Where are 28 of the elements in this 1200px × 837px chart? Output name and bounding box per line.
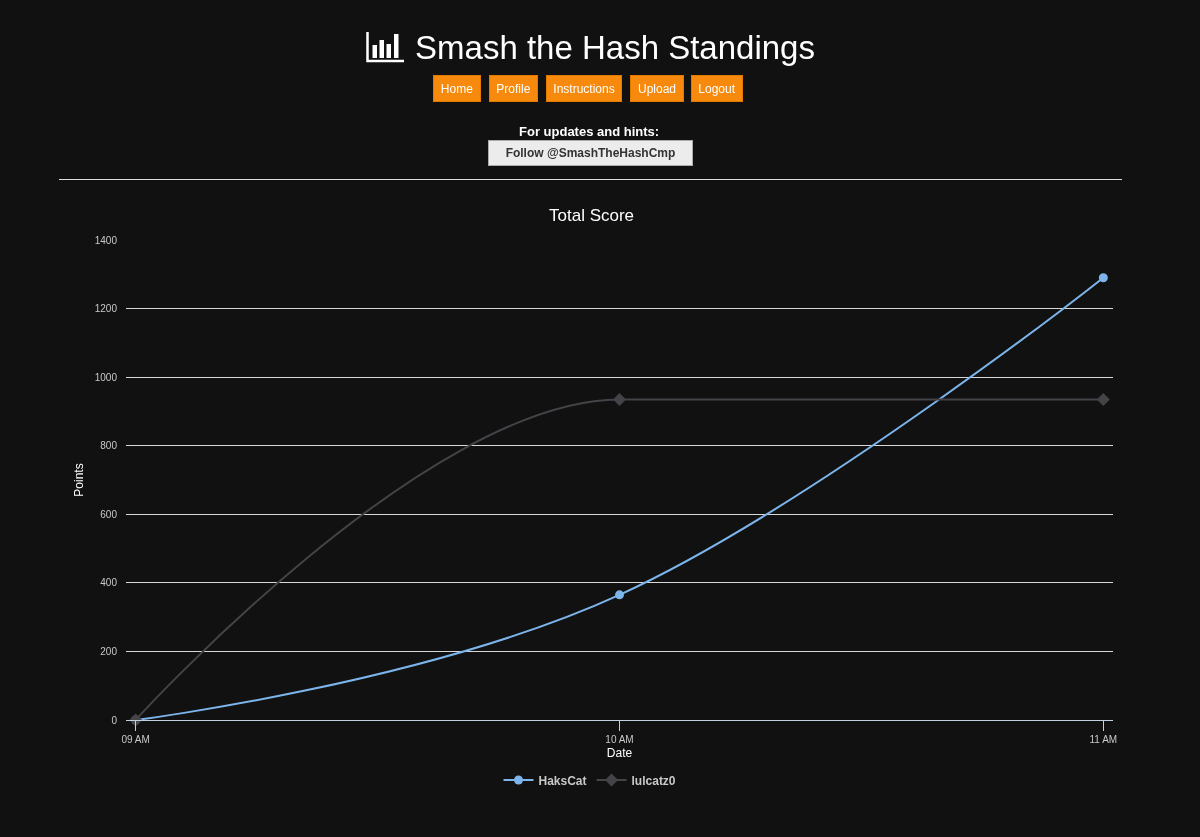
y-tick-label: 600 — [100, 508, 118, 520]
y-tick-label: 1200 — [94, 303, 118, 315]
point — [615, 590, 624, 600]
y-tick-label: 0 — [111, 714, 118, 726]
x-tick-label: 10 AM — [605, 734, 634, 745]
text: Upload — [637, 81, 677, 96]
text: For updates and hints: — [519, 124, 660, 139]
text: Home — [440, 81, 474, 96]
x-tick-label: 09 AM — [121, 734, 150, 745]
point — [1098, 273, 1108, 283]
y-tick-label: 1000 — [94, 371, 118, 383]
text: Instructions — [553, 81, 615, 96]
text: Profile — [496, 81, 531, 96]
chart-title: Smash the Hash Standings — [415, 28, 815, 66]
x-tick-label: 11 AM — [1089, 734, 1118, 745]
legend-label: lulcatz0 — [631, 773, 676, 788]
y-tick-label: 200 — [100, 645, 118, 657]
y-tick-label: 400 — [100, 577, 118, 589]
y-axis-title: Points — [72, 463, 87, 497]
legend-label: HaksCat — [538, 773, 587, 788]
point — [613, 392, 626, 406]
x-axis-title: Date — [606, 745, 633, 760]
text: Follow @SmashTheHashCmp — [505, 146, 676, 160]
y-tick-label: 800 — [100, 440, 118, 452]
text: Logout — [698, 81, 736, 96]
point — [1096, 392, 1110, 406]
y-tick-label: 1400 — [94, 234, 118, 246]
chart-subtitle: Total Score — [549, 206, 635, 225]
